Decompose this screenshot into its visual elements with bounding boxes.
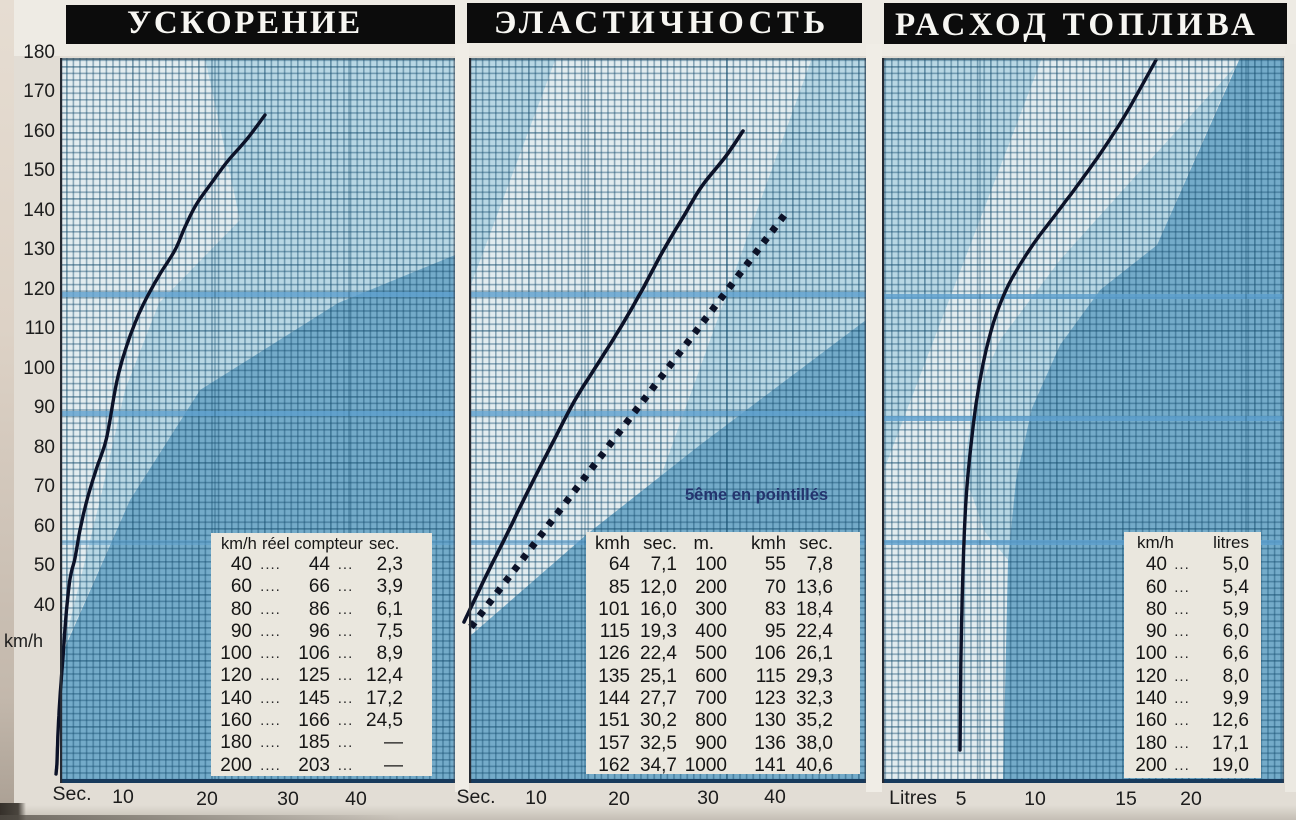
svg-text:5ême en pointillés: 5ême en pointillés <box>685 486 828 504</box>
